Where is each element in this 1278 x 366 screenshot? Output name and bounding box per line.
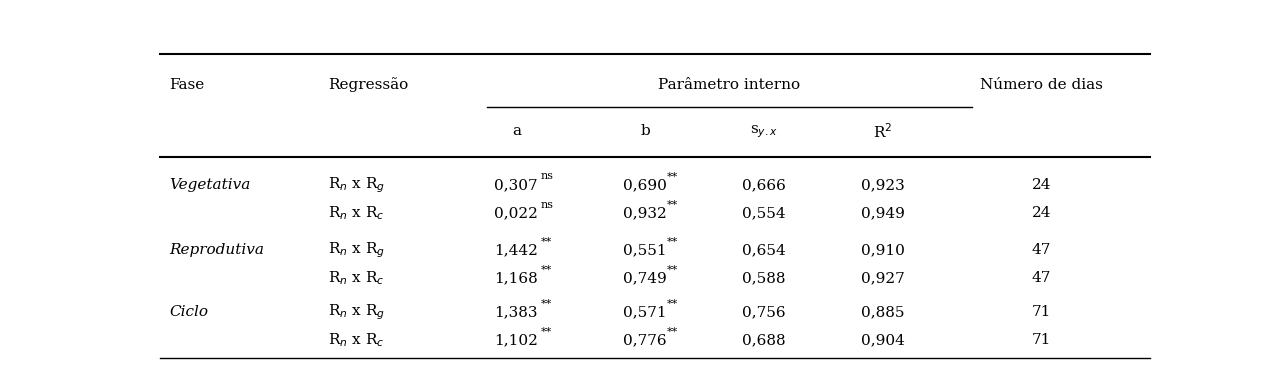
Text: R$_n$ x R$_c$: R$_n$ x R$_c$ bbox=[328, 332, 385, 349]
Text: a: a bbox=[511, 124, 521, 138]
Text: Parâmetro interno: Parâmetro interno bbox=[658, 78, 800, 92]
Text: Regressão: Regressão bbox=[328, 77, 409, 92]
Text: 1,102: 1,102 bbox=[495, 333, 538, 347]
Text: **: ** bbox=[667, 171, 679, 182]
Text: **: ** bbox=[667, 265, 679, 275]
Text: **: ** bbox=[667, 299, 679, 309]
Text: R$_n$ x R$_g$: R$_n$ x R$_g$ bbox=[328, 175, 385, 195]
Text: 0,307: 0,307 bbox=[495, 178, 538, 192]
Text: Número de dias: Número de dias bbox=[980, 78, 1103, 92]
Text: **: ** bbox=[667, 327, 679, 337]
Text: **: ** bbox=[541, 327, 552, 337]
Text: 0,927: 0,927 bbox=[861, 272, 905, 285]
Text: 1,383: 1,383 bbox=[495, 305, 538, 319]
Text: **: ** bbox=[667, 199, 679, 210]
Text: 47: 47 bbox=[1031, 243, 1051, 257]
Text: Fase: Fase bbox=[170, 78, 204, 92]
Text: **: ** bbox=[541, 265, 552, 275]
Text: 0,022: 0,022 bbox=[495, 206, 538, 220]
Text: 0,932: 0,932 bbox=[624, 206, 667, 220]
Text: 1,168: 1,168 bbox=[495, 272, 538, 285]
Text: 0,588: 0,588 bbox=[743, 272, 786, 285]
Text: 0,690: 0,690 bbox=[624, 178, 667, 192]
Text: 0,904: 0,904 bbox=[861, 333, 905, 347]
Text: 1,442: 1,442 bbox=[495, 243, 538, 257]
Text: R$_n$ x R$_g$: R$_n$ x R$_g$ bbox=[328, 240, 385, 260]
Text: **: ** bbox=[541, 237, 552, 247]
Text: s$_{y.x}$: s$_{y.x}$ bbox=[750, 123, 778, 139]
Text: Ciclo: Ciclo bbox=[170, 305, 208, 319]
Text: Vegetativa: Vegetativa bbox=[170, 178, 250, 192]
Text: **: ** bbox=[541, 299, 552, 309]
Text: 0,749: 0,749 bbox=[624, 272, 667, 285]
Text: 0,756: 0,756 bbox=[743, 305, 786, 319]
Text: **: ** bbox=[667, 237, 679, 247]
Text: ns: ns bbox=[541, 199, 555, 210]
Text: b: b bbox=[640, 124, 651, 138]
Text: 0,923: 0,923 bbox=[861, 178, 905, 192]
Text: 0,554: 0,554 bbox=[743, 206, 786, 220]
Text: ns: ns bbox=[541, 171, 555, 182]
Text: 0,885: 0,885 bbox=[861, 305, 905, 319]
Text: 0,776: 0,776 bbox=[624, 333, 667, 347]
Text: 0,551: 0,551 bbox=[624, 243, 667, 257]
Text: R$_n$ x R$_g$: R$_n$ x R$_g$ bbox=[328, 302, 385, 322]
Text: 24: 24 bbox=[1031, 178, 1051, 192]
Text: 0,666: 0,666 bbox=[743, 178, 786, 192]
Text: 71: 71 bbox=[1031, 305, 1051, 319]
Text: R$^2$: R$^2$ bbox=[873, 122, 892, 141]
Text: R$_n$ x R$_c$: R$_n$ x R$_c$ bbox=[328, 204, 385, 222]
Text: 24: 24 bbox=[1031, 206, 1051, 220]
Text: 0,949: 0,949 bbox=[861, 206, 905, 220]
Text: 71: 71 bbox=[1031, 333, 1051, 347]
Text: 0,571: 0,571 bbox=[624, 305, 667, 319]
Text: 0,910: 0,910 bbox=[861, 243, 905, 257]
Text: Reprodutiva: Reprodutiva bbox=[170, 243, 265, 257]
Text: 0,688: 0,688 bbox=[743, 333, 786, 347]
Text: 0,654: 0,654 bbox=[743, 243, 786, 257]
Text: 47: 47 bbox=[1031, 272, 1051, 285]
Text: R$_n$ x R$_c$: R$_n$ x R$_c$ bbox=[328, 269, 385, 287]
